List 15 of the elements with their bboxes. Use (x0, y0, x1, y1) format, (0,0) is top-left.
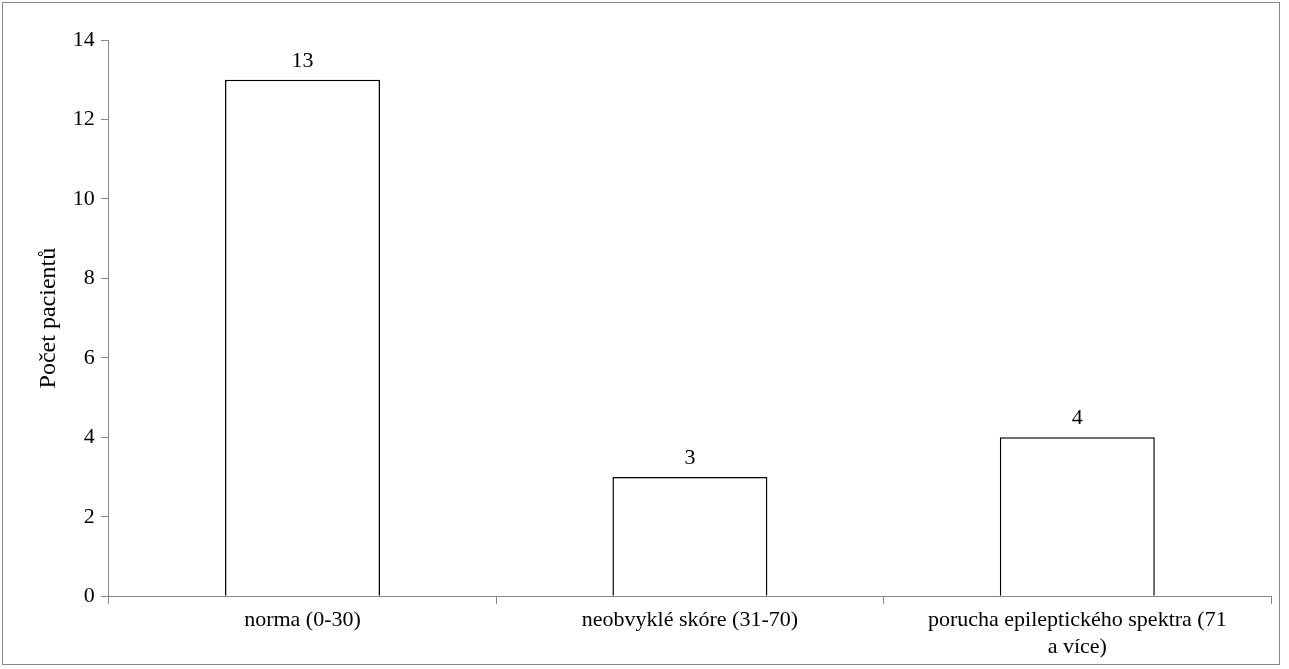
data-label: 3 (684, 443, 696, 469)
x-tick-label: norma (0-30) (244, 606, 361, 632)
y-tick-label: 10 (72, 184, 95, 210)
y-tick-label: 0 (83, 581, 95, 607)
y-tick-label: 6 (83, 343, 95, 369)
y-axis-title: Počet pacientů (33, 247, 60, 389)
y-tick-label: 8 (83, 264, 95, 290)
x-tick-label: neobvyklé skóre (31-70) (581, 606, 799, 632)
data-label: 4 (1071, 404, 1083, 430)
y-tick-label: 2 (83, 502, 95, 528)
x-tick-label: porucha epileptického spektra (71 a více) (927, 606, 1227, 658)
y-tick-label: 14 (72, 25, 95, 51)
y-tick-label: 4 (83, 423, 95, 449)
y-tick-label: 12 (72, 105, 95, 131)
data-label: 13 (291, 46, 314, 72)
